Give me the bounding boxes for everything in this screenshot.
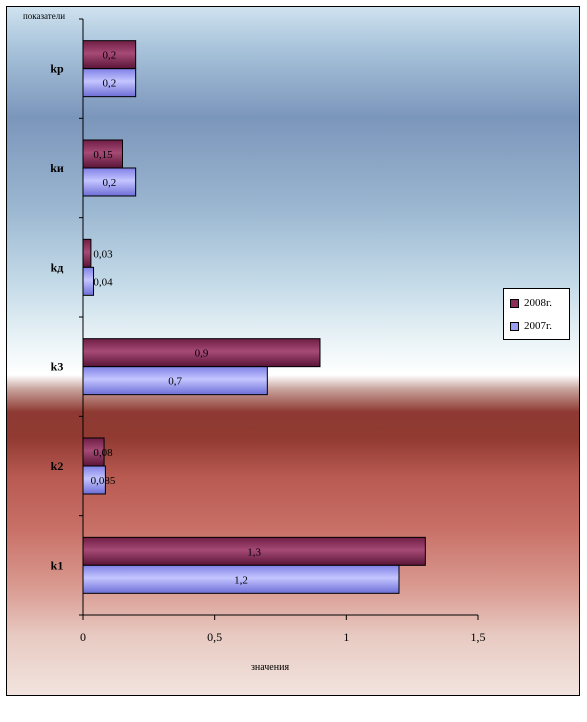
bar-2008-k3 (82, 338, 321, 368)
x-tick-label: 1,5 (471, 630, 486, 644)
legend-swatch-2007 (510, 321, 519, 331)
x-tick-label: 1 (343, 630, 349, 644)
bar-2008-kд (82, 238, 92, 268)
data-label-2007-kр: 0,2 (102, 78, 116, 90)
bar-2008-kр (82, 40, 137, 70)
y-tick-label: k1 (51, 558, 64, 572)
data-label-2007-kи: 0,2 (102, 177, 116, 189)
y-tick-label: kд (51, 260, 64, 274)
bar-2007-k1 (82, 564, 400, 594)
data-label-2007-k2: 0,085 (91, 475, 116, 487)
legend: 2008г. 2007г. (503, 288, 570, 340)
bar-2007-kр (82, 68, 137, 98)
data-label-2008-k3: 0,9 (195, 348, 209, 360)
y-tick-label: kи (50, 161, 64, 175)
x-tick-label: 0 (80, 630, 86, 644)
bar-2007-k3 (82, 366, 268, 396)
y-tick-label: k2 (51, 459, 64, 473)
legend-swatch-2008 (510, 298, 519, 308)
data-label-2008-k1: 1,3 (247, 546, 261, 558)
legend-label-2007: 2007г. (524, 320, 553, 332)
data-label-2008-kр: 0,2 (102, 50, 116, 62)
data-label-2008-kд: 0,03 (93, 248, 113, 260)
bar-2007-kд (82, 266, 95, 296)
x-axis-title: значения (251, 662, 290, 673)
data-label-2008-k2: 0,08 (93, 447, 113, 459)
x-tick-label: 0,5 (207, 630, 222, 644)
data-label-2007-k3: 0,7 (168, 376, 182, 388)
y-axis-title: показатели (23, 11, 65, 21)
bar-2008-k1 (82, 536, 426, 566)
y-tick-label: kр (50, 62, 64, 76)
legend-item-2008: 2008г. (510, 296, 552, 310)
data-label-2007-k1: 1,2 (234, 574, 248, 586)
data-label-2007-kд: 0,04 (93, 276, 113, 288)
legend-label-2008: 2008г. (524, 297, 553, 309)
bar-2007-kи (82, 167, 137, 197)
data-label-2008-kи: 0,15 (93, 149, 113, 161)
bar-2008-kи (82, 139, 123, 169)
legend-item-2007: 2007г. (510, 319, 552, 333)
y-tick-label: k3 (51, 360, 64, 374)
